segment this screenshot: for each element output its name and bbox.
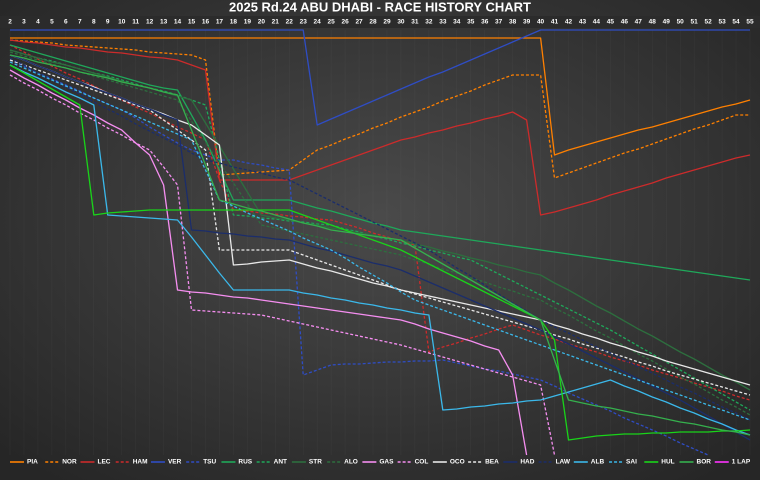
x-tick-label: 13 [160, 19, 168, 26]
x-tick-label: 45 [607, 19, 615, 26]
legend-label: LAW [556, 459, 571, 466]
series-line [10, 37, 751, 156]
x-tick-label: 47 [635, 19, 643, 26]
x-tick-label: 19 [244, 19, 252, 26]
x-tick-label: 4 [36, 19, 40, 26]
legend-label: LEC [97, 459, 110, 466]
series-line [9, 74, 556, 456]
series-line [9, 57, 751, 421]
legend-label: SAI [626, 459, 637, 466]
x-tick-label: 6 [64, 19, 68, 26]
x-tick-label: 55 [746, 19, 754, 26]
x-tick-label: 52 [704, 19, 712, 26]
lap-band [0, 16, 760, 28]
x-tick-label: 22 [286, 19, 294, 26]
x-tick-label: 24 [314, 19, 322, 26]
x-tick-label: 50 [677, 19, 685, 26]
x-tick-label: 15 [188, 19, 196, 26]
series-line [9, 54, 751, 441]
x-tick-label: 23 [300, 19, 308, 26]
series-line [9, 39, 750, 179]
lines [9, 29, 751, 456]
x-tick-label: 18 [230, 19, 238, 26]
legend-label: ALO [344, 459, 358, 466]
x-tick-label: 14 [174, 19, 182, 26]
x-tick-label: 49 [663, 19, 671, 26]
x-tick-label: 16 [202, 19, 210, 26]
x-tick-label: 44 [593, 19, 601, 26]
legend-label: HAD [520, 459, 534, 466]
series-line [10, 29, 750, 126]
legend-label: ANT [274, 459, 287, 466]
x-tick-label: 39 [523, 19, 531, 26]
legend-label: COL [415, 459, 429, 466]
series-line [9, 39, 751, 216]
series-line [9, 44, 751, 281]
legend-label: ALB [591, 459, 605, 466]
x-tick-label: 31 [411, 19, 419, 26]
x-tick-label: 46 [621, 19, 629, 26]
x-tick-label: 26 [341, 19, 349, 26]
x-tick-label: 12 [146, 19, 154, 26]
legend-label: VER [168, 459, 182, 466]
x-tick-label: 29 [383, 19, 391, 26]
series-line [9, 54, 751, 436]
x-tick-label: 5 [50, 19, 54, 26]
series-line [9, 59, 751, 396]
x-tick-label: 20 [258, 19, 266, 26]
x-tick-label: 40 [537, 19, 545, 26]
chart-title: 2025 Rd.24 ABU DHABI - RACE HISTORY CHAR… [229, 0, 531, 14]
legend-label: PIA [27, 459, 38, 466]
legend-label: HUL [661, 459, 674, 466]
x-tick-label: 36 [481, 19, 489, 26]
x-tick-label: 25 [328, 19, 336, 26]
x-tick-label: 32 [425, 19, 433, 26]
legend-label: TSU [203, 459, 216, 466]
legend-label: GAS [379, 459, 394, 466]
x-tick-label: 28 [369, 19, 377, 26]
series-line [9, 64, 751, 441]
legend-label: BEA [485, 459, 499, 466]
series-line [9, 64, 751, 436]
x-tick-label: 30 [397, 19, 405, 26]
x-tick-label: 8 [92, 19, 96, 26]
legend-label: HAM [133, 459, 148, 466]
x-tick-label: 17 [216, 19, 224, 26]
x-tick-label: 53 [718, 19, 726, 26]
x-tick-label: 2 [8, 19, 12, 26]
x-tick-label: 43 [579, 19, 587, 26]
legend-label: 1 LAP [732, 459, 751, 466]
x-tick-label: 7 [78, 19, 82, 26]
x-tick-label: 51 [691, 19, 699, 26]
legend: PIA NOR LEC HAM VER TSU RUS ANT STR ALO GAS COL OCO B… [10, 459, 751, 466]
x-tick-label: 48 [649, 19, 657, 26]
x-tick-label: 41 [551, 19, 559, 26]
legend-label: OCO [450, 459, 465, 466]
x-tick-label: 37 [495, 19, 503, 26]
series-line [9, 44, 751, 401]
legend-label: STR [309, 459, 322, 466]
x-tick-label: 35 [467, 19, 475, 26]
x-tick-label: 42 [565, 19, 573, 26]
x-tick-label: 10 [118, 19, 126, 26]
x-tick-label: 21 [272, 19, 280, 26]
x-tick-label: 9 [106, 19, 110, 26]
legend-label: BOR [697, 459, 712, 466]
x-tick-label: 11 [132, 19, 139, 26]
legend-label: RUS [238, 459, 252, 466]
x-tick-label: 27 [355, 19, 363, 26]
x-tick-label: 38 [509, 19, 517, 26]
legend-label: NOR [62, 459, 77, 466]
x-tick-label: 54 [732, 19, 740, 26]
x-tick-label: 3 [22, 19, 26, 26]
x-tick-label: 33 [439, 19, 447, 26]
series-line [9, 69, 528, 456]
x-tick-label: 34 [453, 19, 461, 26]
